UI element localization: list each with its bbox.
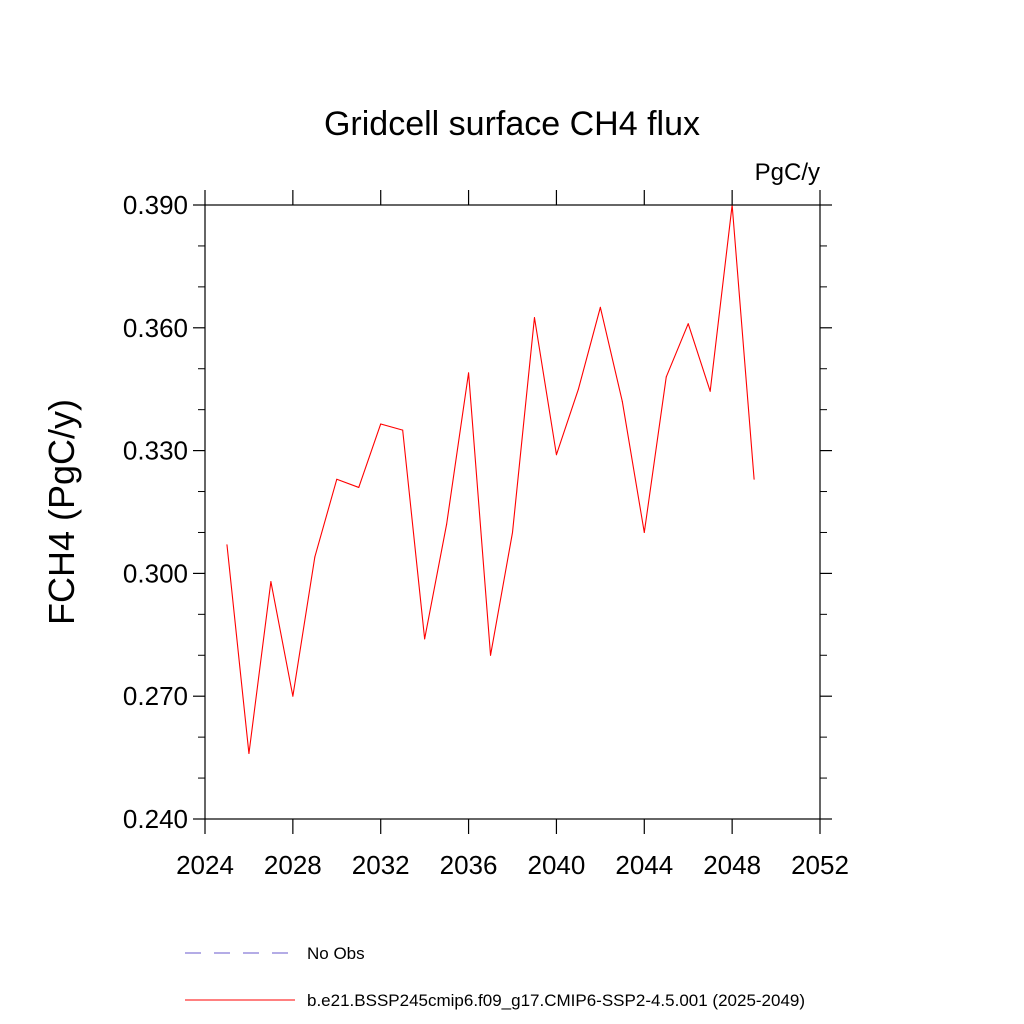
y-tick-label: 0.390 [123,190,188,220]
tick-labels: 0.240 0.270 0.300 0.330 0.360 0.390 2024 2028 20… [123,190,849,880]
x-tick-label: 2024 [176,850,234,880]
data-point [621,400,623,402]
data-point [577,388,579,390]
data-point [336,478,338,480]
data-point [270,581,272,583]
data-point [643,531,645,533]
x-tick-label: 2044 [615,850,673,880]
x-tick-label: 2036 [440,850,498,880]
data-point [358,486,360,488]
legend: No Obs b.e21.BSSP245cmip6.f09_g17.CMIP6-… [185,944,805,1010]
data-point [446,523,448,525]
plot-frame [204,204,821,820]
data-point [380,423,382,425]
data-point [424,638,426,640]
data-point [512,531,513,533]
data-point [709,390,711,392]
data-point [402,429,404,431]
y-tick-label: 0.270 [123,681,188,711]
x-tick-label: 2052 [791,850,849,880]
data-point [533,317,535,319]
x-tick-label: 2032 [352,850,410,880]
series-line-model-run [226,204,755,755]
axis-ticks [193,190,832,834]
series-layer [226,204,755,755]
y-axis-label: FCH4 (PgC/y) [41,399,82,625]
legend-label-model-run: b.e21.BSSP245cmip6.f09_g17.CMIP6-SSP2-4.… [307,991,805,1010]
y-tick-label: 0.360 [123,313,188,343]
y-tick-label: 0.300 [123,558,188,588]
data-point [248,753,250,755]
y-tick-label: 0.330 [123,436,188,466]
y-tick-label: 0.240 [123,804,188,834]
x-tick-label: 2028 [264,850,322,880]
x-tick-label: 2040 [528,850,586,880]
data-point [490,654,492,656]
units-label: PgC/y [755,159,820,186]
chart-title: Gridcell surface CH4 flux [324,105,700,143]
data-point [687,323,689,325]
data-point [599,306,601,308]
data-point [753,478,755,480]
legend-label-no-obs: No Obs [307,944,365,963]
data-point [314,556,316,558]
x-tick-label: 2048 [703,850,761,880]
data-point [292,695,294,697]
data-point [665,376,667,378]
data-point [468,372,470,374]
data-point [226,544,228,546]
data-point [555,454,557,456]
